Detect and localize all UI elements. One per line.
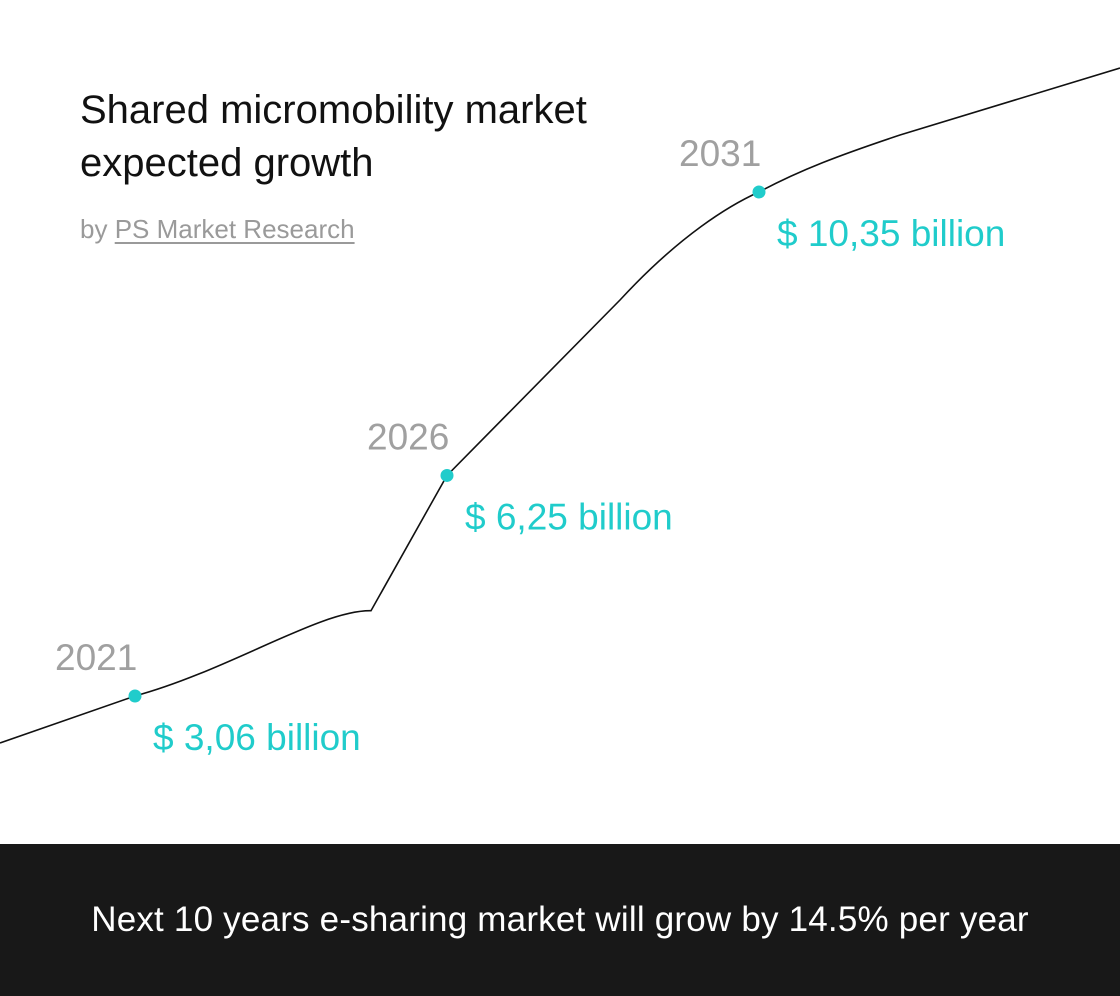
year-label-2026: 2026	[367, 416, 449, 457]
year-label-2031: 2031	[679, 133, 761, 174]
value-label-2031: $ 10,35 billion	[777, 213, 1005, 254]
data-point-2031	[752, 185, 766, 199]
value-label-2021: $ 3,06 billion	[153, 717, 361, 758]
chart-title: Shared micromobility market expected gro…	[80, 88, 587, 185]
source-prefix: by	[80, 214, 108, 244]
value-label-2026: $ 6,25 billion	[465, 496, 673, 537]
title-block: Shared micromobility market expected gro…	[80, 84, 600, 245]
data-point-2021	[128, 689, 142, 703]
footer-text: Next 10 years e-sharing market will grow…	[91, 900, 1029, 939]
data-point-2026	[440, 468, 454, 482]
source-link[interactable]: PS Market Research	[114, 214, 355, 244]
source-line: by PS Market Research	[80, 214, 600, 245]
growth-chart: 2021 $ 3,06 billion 2026 $ 6,25 billion 2031…	[0, 67, 1120, 758]
series-line	[0, 67, 1120, 744]
chart-area: 2021 $ 3,06 billion 2026 $ 6,25 billion 2031…	[0, 67, 1120, 758]
year-label-2021: 2021	[55, 637, 137, 678]
footer-banner: Next 10 years e-sharing market will grow…	[0, 844, 1120, 996]
